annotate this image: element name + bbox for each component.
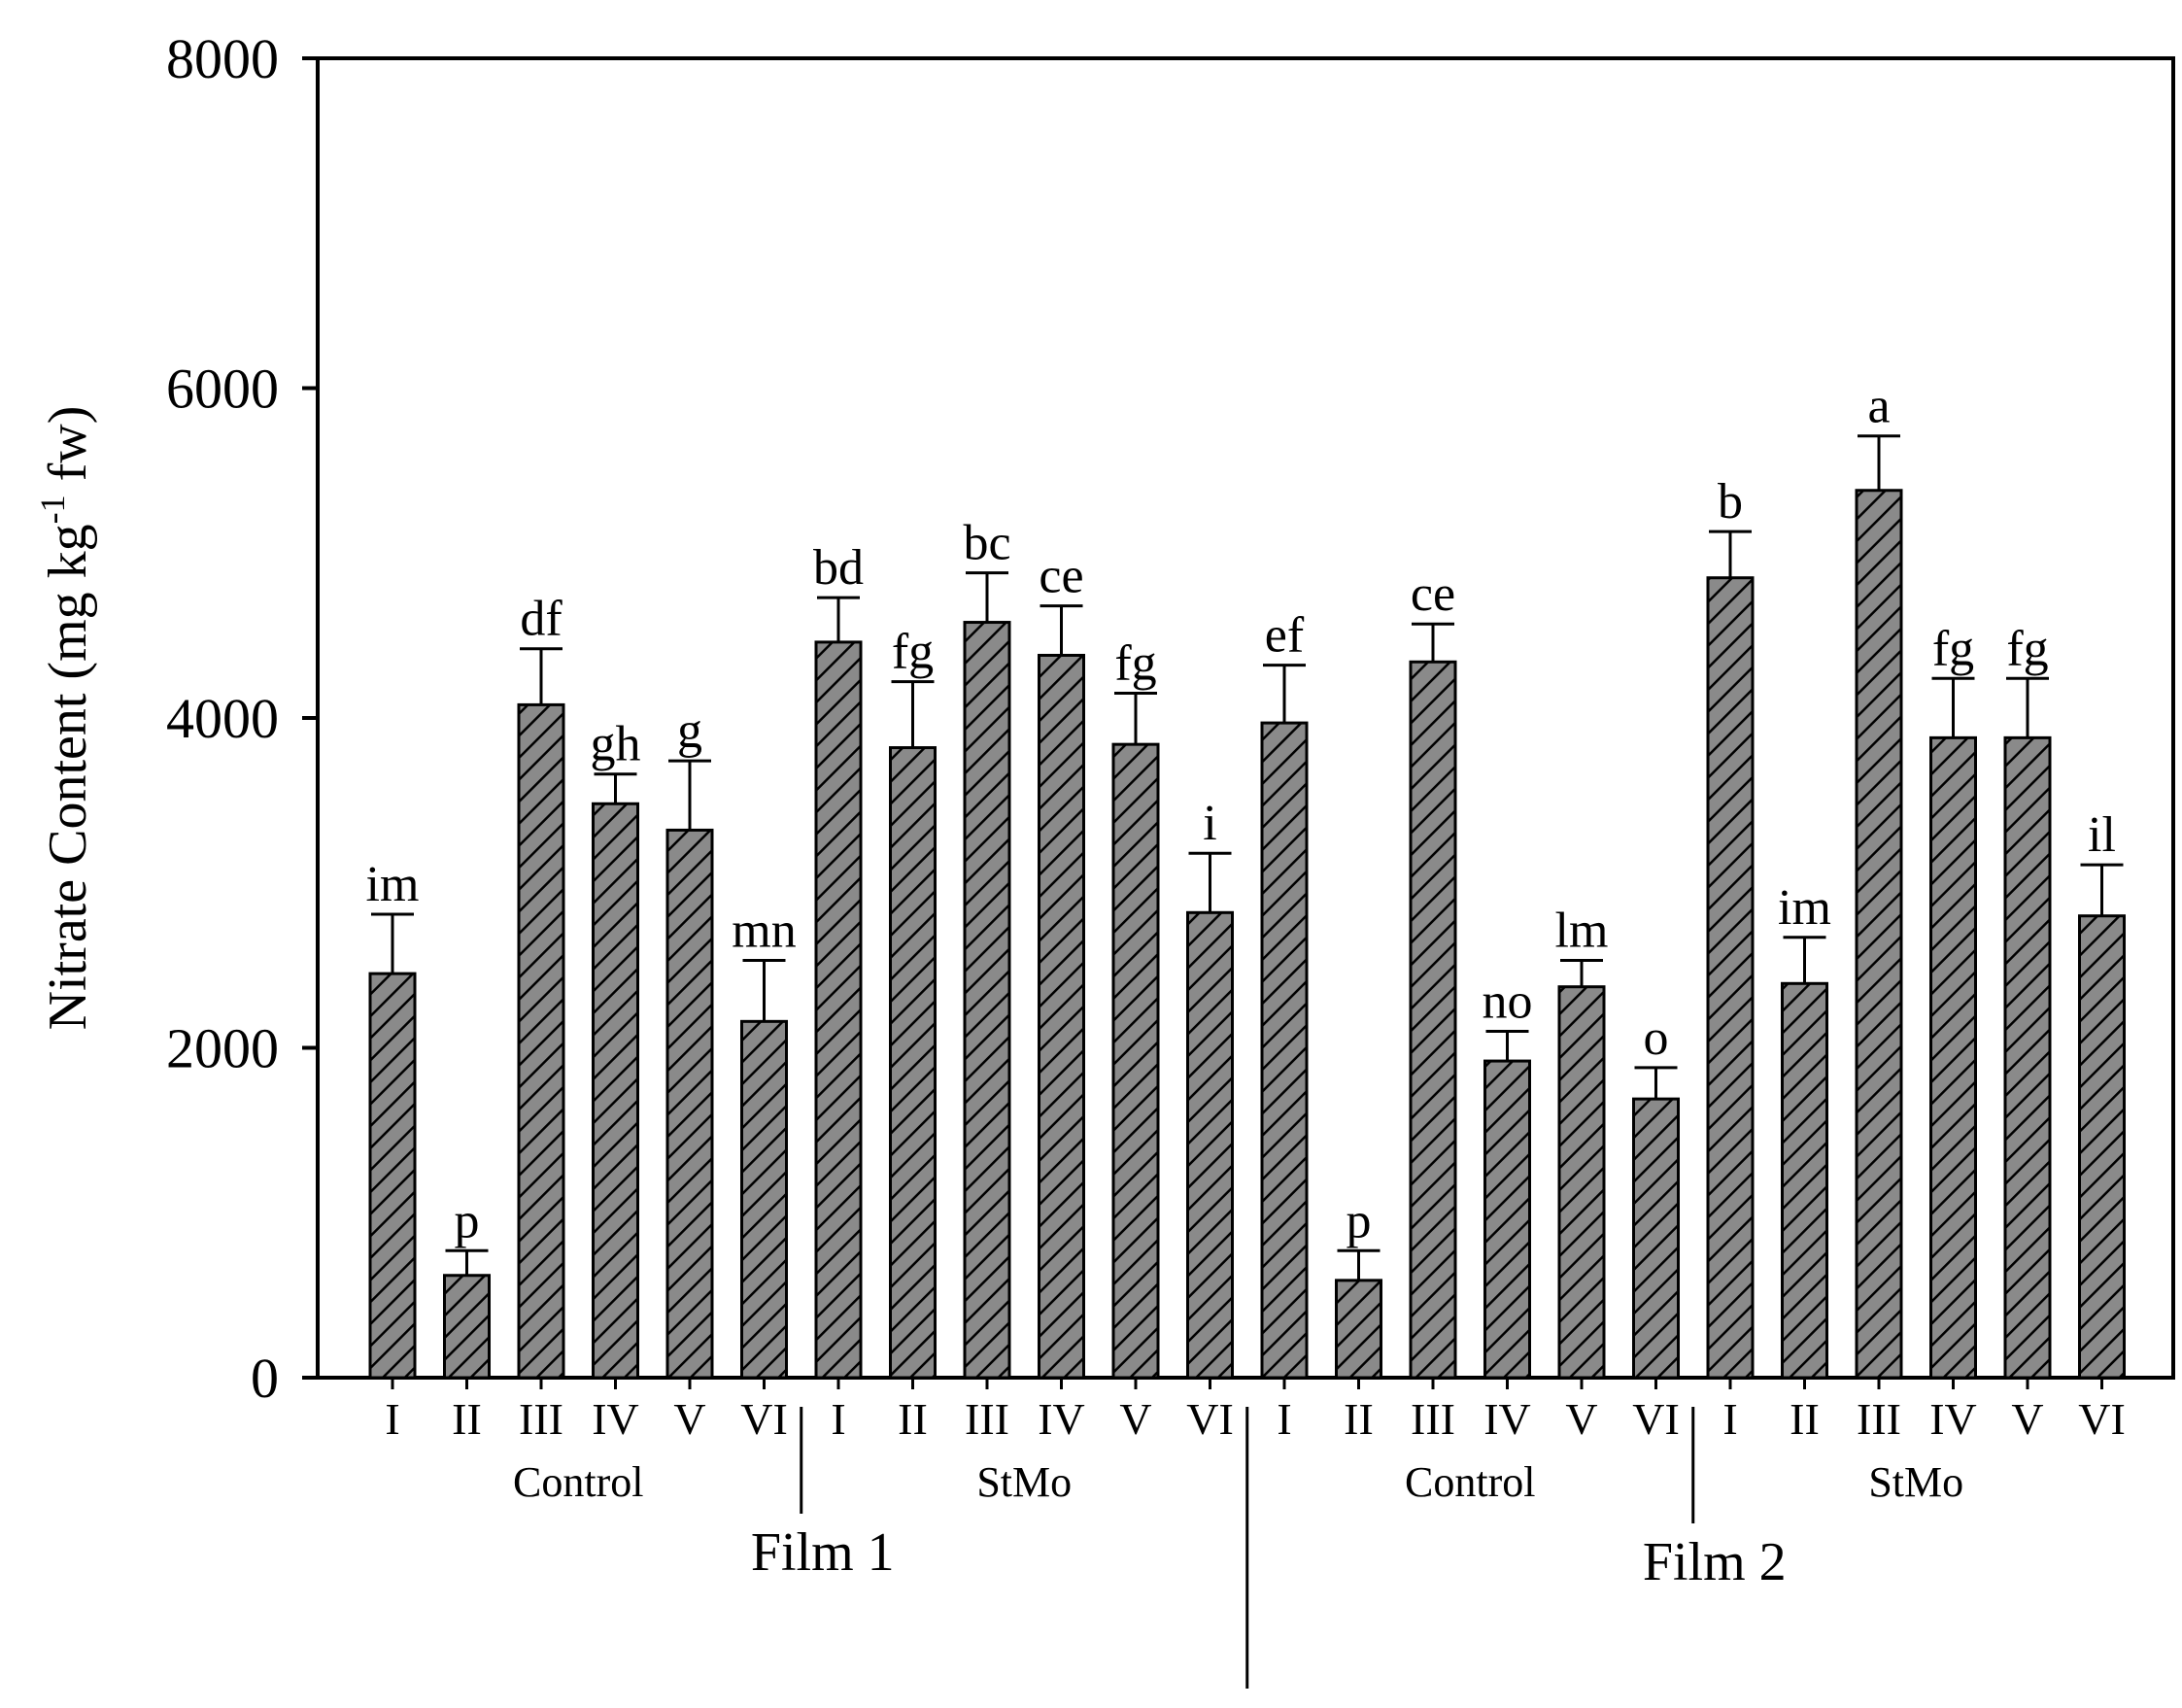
bar-letter-label: lm — [1555, 904, 1609, 959]
x-tick-label: II — [1344, 1394, 1374, 1444]
y-tick-label: 6000 — [166, 358, 279, 421]
x-tick-label: V — [2011, 1394, 2043, 1444]
bar-letter-label: fg — [2006, 621, 2048, 676]
bar — [1111, 742, 1160, 1380]
group-labels: Control StMo Control StMo — [513, 1458, 1963, 1506]
x-tick-label: IV — [1929, 1394, 1977, 1444]
bar — [1038, 653, 1085, 1380]
bar-letter-label: mn — [732, 904, 796, 959]
group-separators: Film 1 Film 2 — [751, 1407, 1787, 1689]
bar — [1706, 576, 1755, 1380]
bar-letter-label: bc — [963, 516, 1010, 571]
x-tick-label: III — [519, 1394, 563, 1444]
bar-letter-label: p — [1347, 1193, 1372, 1248]
bar-letter-label: ce — [1039, 549, 1083, 604]
x-tick-label: II — [898, 1394, 928, 1444]
bar-letter-label: im — [366, 857, 420, 912]
bar — [1557, 985, 1606, 1380]
bar-letter-label: ce — [1411, 566, 1455, 622]
x-tick-label: III — [1857, 1394, 1901, 1444]
bar — [1186, 910, 1234, 1380]
x-tick-label: VI — [1186, 1394, 1234, 1444]
y-tick-label: 4000 — [166, 687, 279, 750]
group-label: StMo — [1868, 1458, 1963, 1506]
bar-letter-label: il — [2088, 807, 2116, 863]
bar — [1483, 1059, 1531, 1380]
x-tick-label: II — [452, 1394, 482, 1444]
bar — [517, 702, 565, 1380]
x-tick-label: IV — [592, 1394, 639, 1444]
x-tick-label: III — [965, 1394, 1009, 1444]
bar — [740, 1019, 788, 1380]
bar — [963, 621, 1011, 1380]
bar-letter-label: fg — [892, 625, 934, 680]
bar-letter-label: a — [1867, 379, 1890, 434]
y-tick-label: 2000 — [166, 1017, 279, 1080]
y-tick-label: 0 — [251, 1347, 279, 1410]
bar — [665, 828, 714, 1380]
x-tick-labels: I II III IV V VI I II III IV V VI I II III IV V VI I II III I… — [385, 1378, 2126, 1444]
bar — [1855, 489, 1903, 1380]
x-tick-label: V — [1565, 1394, 1597, 1444]
bar — [1929, 735, 1977, 1380]
bar — [2003, 735, 2052, 1380]
bar-letter-label: b — [1718, 474, 1743, 529]
x-tick-label: I — [831, 1394, 845, 1444]
bar-letter-label: fg — [1114, 636, 1156, 692]
bar — [889, 746, 937, 1380]
bar-letter-label: bd — [813, 540, 864, 596]
bar-letter-label: o — [1644, 1010, 1669, 1066]
bar-letter-label: gh — [591, 717, 641, 772]
bar-letter-label: fg — [1932, 621, 1974, 676]
bar — [592, 802, 639, 1380]
y-axis-title: Nitrate Content (mg kg-1 fw) — [33, 406, 98, 1031]
bar — [443, 1274, 491, 1380]
y-axis: 0 2000 4000 6000 8000 — [166, 27, 318, 1410]
y-tick-label: 8000 — [166, 27, 279, 90]
group-label: StMo — [976, 1458, 1072, 1506]
x-tick-label: VI — [740, 1394, 788, 1444]
bar — [1409, 660, 1457, 1380]
bar — [2078, 914, 2126, 1380]
x-tick-label: II — [1790, 1394, 1820, 1444]
bar — [814, 640, 863, 1380]
bar-letter-label: g — [677, 703, 702, 759]
bar — [368, 972, 417, 1380]
bar-letter-label: df — [520, 592, 563, 647]
bar-letter-label: im — [1778, 880, 1831, 936]
bar — [1260, 721, 1309, 1380]
film-label: Film 1 — [751, 1522, 895, 1583]
group-label: Control — [1405, 1458, 1535, 1506]
x-tick-label: V — [1119, 1394, 1151, 1444]
bar-letter-label: ef — [1265, 608, 1305, 664]
film-label: Film 2 — [1643, 1532, 1787, 1592]
x-tick-label: V — [673, 1394, 705, 1444]
x-tick-label: IV — [1038, 1394, 1085, 1444]
x-tick-label: VI — [1632, 1394, 1680, 1444]
x-tick-label: III — [1411, 1394, 1455, 1444]
bar — [1781, 981, 1828, 1380]
group-label: Control — [513, 1458, 643, 1506]
x-tick-label: I — [1277, 1394, 1291, 1444]
bar-letter-label: i — [1203, 796, 1216, 851]
x-tick-label: VI — [2078, 1394, 2126, 1444]
bar-letter-label: no — [1483, 974, 1533, 1030]
bar — [1632, 1097, 1680, 1380]
bar-letter-label: p — [455, 1193, 480, 1248]
bar — [1335, 1279, 1382, 1380]
x-tick-label: IV — [1483, 1394, 1531, 1444]
x-tick-label: I — [385, 1394, 399, 1444]
x-tick-label: I — [1722, 1394, 1737, 1444]
